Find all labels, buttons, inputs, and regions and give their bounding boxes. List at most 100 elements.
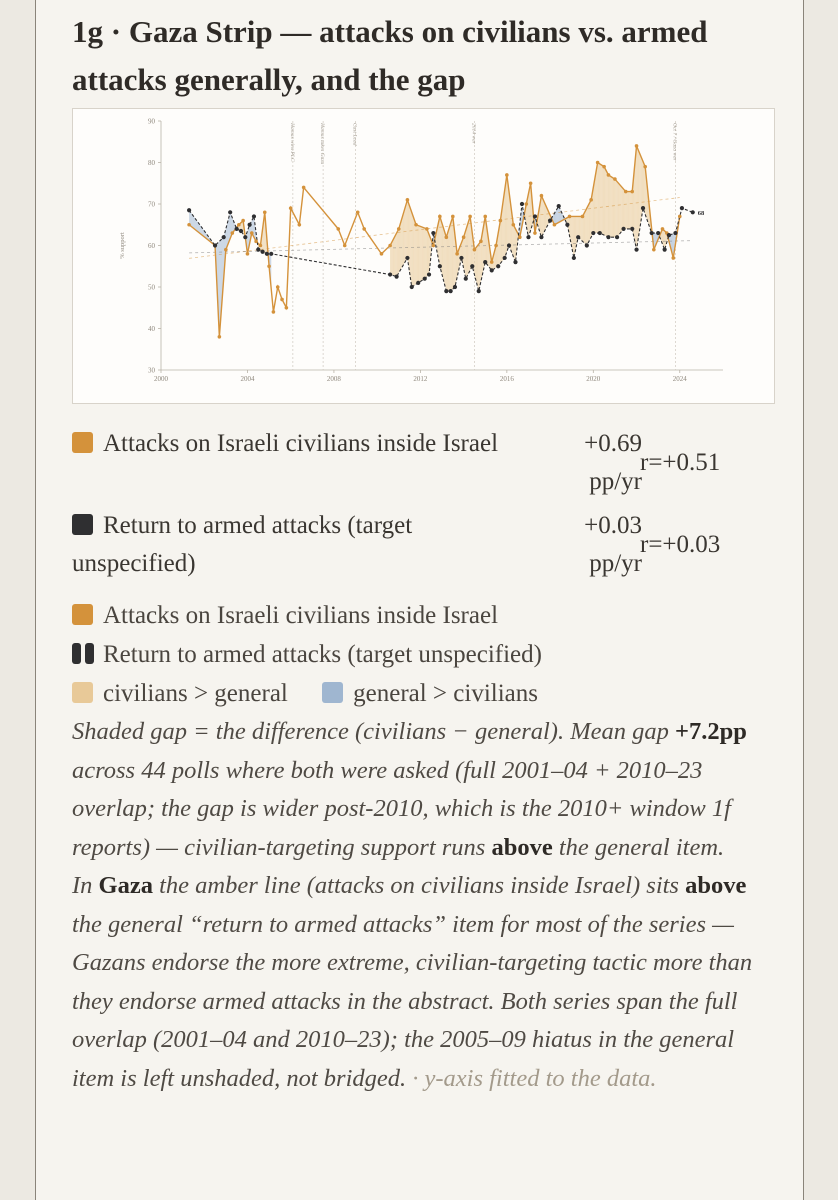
gap-band	[425, 228, 427, 278]
point-civilians	[388, 243, 392, 248]
gap-band	[456, 251, 459, 279]
x-tick-label: 2008	[327, 375, 342, 383]
point-general	[576, 235, 581, 240]
gap-band	[558, 206, 560, 223]
gap-band	[622, 188, 625, 230]
point-civilians	[511, 222, 516, 227]
gap-band	[463, 233, 465, 274]
point-civilians	[643, 164, 647, 169]
gap-band	[554, 210, 557, 225]
point-civilians	[451, 214, 455, 219]
point-civilians	[595, 160, 600, 165]
gap-band	[618, 183, 620, 236]
gap-band	[403, 209, 405, 265]
gap-band	[589, 200, 591, 241]
gap-band	[483, 218, 485, 269]
point-general	[519, 201, 525, 207]
card: 1g · Gaza Strip — attacks on civilians v…	[35, 0, 804, 1200]
gap-band	[484, 218, 486, 264]
gap-band	[417, 225, 420, 284]
stat-unit-general: pp/yr	[589, 550, 642, 577]
event-label: Oct 7 / Gaza war	[671, 123, 677, 162]
gap-band	[421, 226, 423, 281]
end-value-label: 68	[698, 210, 705, 217]
point-civilians	[336, 227, 341, 231]
gap-band	[638, 150, 640, 237]
gap-band	[427, 231, 430, 276]
gap-band	[607, 172, 609, 238]
gap-band	[436, 224, 439, 257]
point-civilians	[342, 243, 347, 248]
gap-band	[580, 216, 582, 241]
gap-band	[615, 179, 617, 238]
gap-band	[419, 225, 421, 283]
gap-band	[480, 238, 482, 284]
point-civilians	[634, 144, 639, 148]
gap-band	[629, 191, 631, 229]
stat-row-civilians: Attacks on Israeli civilians inside Isra…	[72, 425, 772, 507]
gap-band	[449, 224, 451, 292]
gap-band	[569, 216, 571, 242]
point-general	[238, 228, 244, 234]
x-tick-label: 2020	[586, 375, 601, 383]
gap-band	[392, 239, 394, 276]
point-civilians	[262, 210, 267, 215]
point-civilians	[479, 239, 483, 244]
point-civilians	[187, 222, 191, 227]
gap-band	[576, 216, 578, 247]
gap-band	[448, 228, 450, 292]
point-general	[502, 255, 507, 261]
point-civilians	[533, 231, 537, 235]
gap-band	[592, 183, 594, 234]
gap-band	[578, 216, 580, 239]
gap-band	[553, 212, 555, 225]
gap-band	[499, 220, 501, 265]
gap-band	[620, 185, 622, 233]
gap-band	[462, 237, 464, 269]
gap-band	[621, 187, 623, 232]
gap-band	[400, 220, 402, 271]
point-general	[662, 247, 667, 252]
legend-item-civilians: Attacks on Israeli civilians inside Isra…	[72, 596, 772, 635]
chart-title: 1g · Gaza Strip — attacks on civilians v…	[72, 14, 708, 97]
point-general	[640, 206, 646, 211]
point-general	[547, 218, 553, 223]
point-general	[489, 268, 494, 273]
point-general	[483, 260, 488, 265]
point-general	[679, 206, 685, 211]
stat-slope-civilians: +0.69	[584, 430, 642, 457]
point-general	[673, 230, 678, 236]
point-civilians	[580, 214, 585, 219]
point-general	[221, 235, 226, 240]
point-civilians	[288, 206, 293, 210]
event-label: 2014 war	[470, 123, 477, 145]
point-civilians	[280, 297, 284, 302]
gap-band	[442, 224, 444, 281]
gap-band	[570, 216, 572, 247]
gap-band	[599, 163, 601, 234]
gap-band	[443, 228, 445, 285]
point-general	[584, 243, 589, 248]
point-general	[243, 235, 248, 240]
gap-band	[513, 225, 515, 261]
general-swatch	[72, 514, 93, 535]
y-tick-label: 40	[148, 325, 156, 333]
stat-r-civilians: r=+0.51	[640, 449, 721, 476]
legend-gap-negative: general > civilians	[353, 680, 538, 707]
gap-band	[502, 196, 504, 261]
gap-band	[512, 219, 514, 258]
gap-band	[606, 170, 608, 237]
gap-band	[498, 226, 500, 267]
y-tick-label: 90	[148, 118, 156, 126]
gap-band	[639, 153, 641, 230]
gap-band	[601, 165, 603, 235]
point-general	[269, 251, 274, 256]
point-general	[526, 235, 531, 240]
note-paragraph-2: In Gaza the amber line (attacks on civil…	[72, 872, 753, 1092]
point-general	[405, 255, 410, 261]
gap-band	[423, 227, 425, 280]
gap-band	[542, 198, 544, 235]
y-axis-label: % support	[119, 232, 126, 259]
gap-band	[643, 161, 645, 212]
explanatory-note: Shaded gap = the difference (civilians −…	[72, 713, 782, 1098]
